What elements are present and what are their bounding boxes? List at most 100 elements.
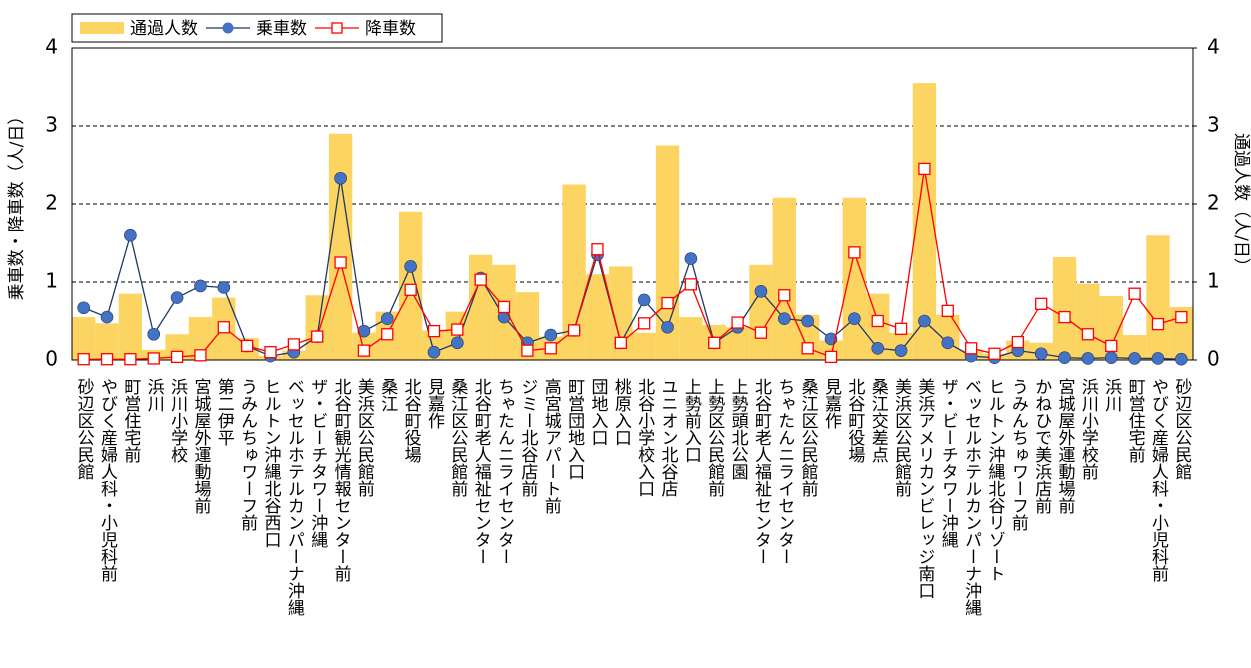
x-tick-label: 見嘉作 (424, 378, 445, 429)
marker (638, 317, 651, 330)
x-tick-label: ヒルトン沖縄北谷西口 (261, 378, 282, 548)
marker (918, 314, 931, 328)
marker (1104, 351, 1118, 364)
marker (241, 339, 254, 353)
marker (100, 310, 114, 324)
marker (801, 314, 814, 328)
marker (404, 260, 417, 273)
marker (1128, 287, 1141, 300)
marker (544, 328, 558, 342)
marker (1128, 352, 1141, 365)
x-tick-label: ちゃたんニライセンター (494, 378, 514, 565)
marker (124, 228, 137, 242)
marker (754, 326, 768, 339)
x-tick-label: ジミー北谷店前 (517, 378, 538, 498)
x-tick-label: 団地入口 (587, 378, 608, 446)
marker (287, 338, 301, 351)
marker (380, 312, 394, 325)
marker (1034, 347, 1048, 361)
x-tick-label: 町営住宅前 (120, 378, 141, 464)
bar (328, 133, 353, 360)
bar (305, 295, 329, 360)
bar (469, 254, 493, 360)
x-tick-label: 桑江区公民館前 (447, 378, 468, 498)
legend-swatch (80, 22, 124, 34)
x-tick-label: 桑江交差点 (868, 378, 889, 463)
y2-tick-label: 1 (1207, 269, 1220, 293)
bar (95, 323, 119, 360)
bar (749, 264, 773, 360)
y-tick-label: 2 (45, 191, 58, 215)
x-tick-label: 浜川 (144, 378, 165, 412)
marker (708, 336, 721, 349)
marker (77, 301, 90, 315)
y-tick-label: 1 (45, 269, 58, 293)
marker (427, 345, 441, 359)
bar (609, 266, 633, 360)
marker (1151, 317, 1165, 331)
x-tick-label: 桃原入口 (611, 378, 632, 446)
marker (427, 324, 441, 338)
plot-frame (71, 47, 1194, 361)
bar (912, 83, 937, 360)
x-tick-label: 桑江区公民館前 (798, 378, 819, 498)
marker (1081, 352, 1095, 365)
legend-label: 降車数 (365, 19, 416, 39)
marker (170, 291, 184, 304)
marker (1175, 310, 1188, 324)
x-tick-label: 桑江 (377, 378, 398, 412)
marker (1175, 352, 1188, 366)
marker (637, 293, 651, 307)
marker (591, 243, 604, 256)
bar (1076, 283, 1100, 360)
marker (357, 324, 371, 338)
marker (848, 246, 861, 259)
x-tick-label: 美浜アメリカンビレッジ南口 (914, 378, 935, 599)
marker (661, 296, 674, 310)
marker (147, 352, 160, 365)
marker (614, 336, 627, 349)
marker (194, 279, 207, 293)
marker (474, 273, 487, 286)
bar (725, 327, 750, 360)
x-tick-label: 浜川 (1101, 378, 1122, 412)
y2-axis-label: 通過人数（人/日） (1231, 133, 1251, 275)
marker (871, 341, 885, 355)
bar (585, 274, 610, 360)
marker (567, 324, 581, 337)
x-tick-label: 北谷町老人福祉センター (471, 378, 492, 565)
x-tick-label: 上勢区公民館前 (704, 378, 725, 498)
marker (894, 344, 908, 357)
y-tick-label: 0 (45, 347, 58, 371)
marker (544, 342, 557, 355)
marker (217, 281, 231, 294)
marker (894, 322, 908, 335)
x-tick-label: うみんちゅワーフ前 (237, 378, 258, 532)
marker (941, 304, 954, 318)
bar (1052, 257, 1077, 360)
bar (1122, 335, 1147, 360)
marker (124, 353, 137, 366)
marker (801, 342, 814, 355)
y-tick-label: 3 (45, 113, 58, 137)
x-tick-label: ベッセルホテルカンパーナ沖縄 (284, 378, 305, 616)
bar (679, 317, 703, 360)
marker (170, 350, 184, 364)
x-tick-label: 美浜区公民館前 (354, 378, 375, 498)
marker (381, 328, 394, 341)
legend: 通過人数 乗車数 降車数 (71, 13, 443, 43)
bar (118, 293, 143, 360)
x-tick-label: 砂辺区公民館 (74, 378, 95, 480)
legend-label: 乗車数 (256, 19, 307, 39)
marker (1011, 335, 1024, 349)
marker (871, 314, 884, 328)
bar (632, 332, 656, 360)
y-tick-label: 4 (45, 35, 58, 59)
x-tick-label: 北谷町役場 (401, 378, 422, 464)
bar (842, 197, 867, 360)
x-tick-label: 見嘉作 (821, 378, 842, 429)
marker (684, 278, 698, 291)
x-tick-label: 高宮城アパート前 (541, 378, 562, 515)
y2-tick-label: 0 (1207, 347, 1220, 371)
x-tick-label: 町営団地入口 (564, 378, 585, 480)
